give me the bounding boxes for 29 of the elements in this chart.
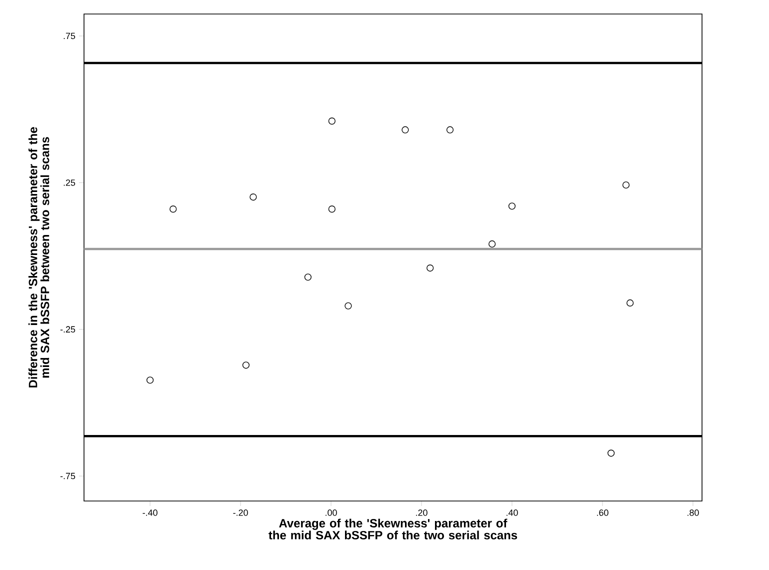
y-tick-label: .25 bbox=[64, 179, 76, 186]
x-axis-title: Average of the 'Skewness' parameter of the mid SAX bSSFP of the two serial scans bbox=[268, 518, 518, 540]
point bbox=[622, 181, 630, 189]
point bbox=[344, 302, 352, 310]
x-tick-label: .00 bbox=[326, 510, 337, 516]
point bbox=[402, 126, 409, 134]
y-tick-label: -.25 bbox=[60, 326, 76, 333]
x-tick-label: -.40 bbox=[142, 510, 158, 516]
point bbox=[508, 202, 516, 210]
point bbox=[446, 126, 454, 134]
x-tick-label: .20 bbox=[416, 510, 428, 516]
x-tick-label: .40 bbox=[506, 510, 518, 516]
point bbox=[488, 240, 496, 248]
y-tick-label: -.75 bbox=[60, 472, 76, 480]
point bbox=[426, 264, 434, 272]
point bbox=[170, 206, 177, 213]
point bbox=[608, 450, 615, 457]
point bbox=[146, 376, 154, 384]
x-tick-label: .80 bbox=[688, 510, 699, 516]
y-axis-title: Difference in the 'Skewness' parameter of the mid SAX bSSFP between two serial scans bbox=[28, 127, 50, 388]
x-tick-label: -.20 bbox=[233, 510, 248, 516]
y-tick-label: .75 bbox=[64, 32, 76, 40]
point bbox=[304, 274, 312, 281]
point bbox=[626, 299, 634, 307]
x-tick-label: .60 bbox=[597, 510, 608, 516]
point bbox=[328, 206, 336, 213]
point bbox=[250, 193, 257, 201]
point bbox=[328, 118, 336, 125]
point bbox=[242, 362, 250, 369]
